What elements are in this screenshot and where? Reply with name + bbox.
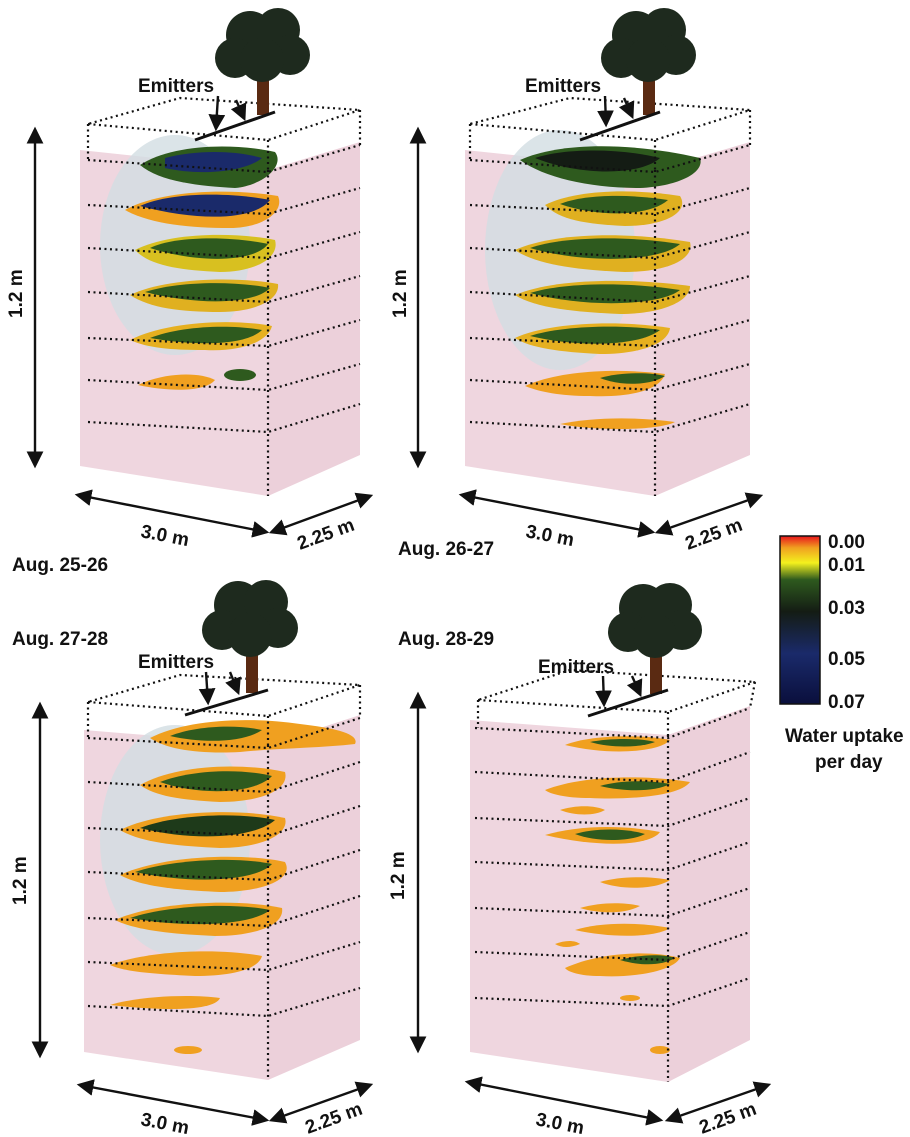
panel-aug-26-27: Emitters 1.2 m 3.0 m 2.25 m Aug. 26-27 — [390, 8, 764, 560]
tree-icon — [608, 583, 702, 694]
length-dimension-arrow — [74, 489, 270, 538]
length-dimension-arrow — [76, 1079, 270, 1126]
panel-date: Aug. 28-29 — [398, 629, 494, 650]
width-dimension-arrow — [654, 492, 764, 536]
emitters-label: Emitters — [138, 76, 214, 97]
soil-block-front — [470, 720, 668, 1082]
panel-aug-28-29: Emitters 1.2 m 3.0 m 2.25 m Aug. 28-29 — [388, 583, 772, 1137]
panel-date: Aug. 26-27 — [398, 539, 494, 560]
drip-line — [579, 110, 661, 142]
emitter-arrow — [618, 97, 635, 120]
tree-icon — [601, 8, 696, 115]
drip-line — [587, 688, 669, 718]
emitter-arrow — [225, 671, 241, 696]
panel-date: Aug. 25-26 — [12, 555, 108, 576]
emitter-arrow — [230, 99, 247, 122]
panel-date: Aug. 27-28 — [12, 629, 108, 650]
emitter-arrow — [626, 675, 643, 698]
legend-title: per day — [815, 752, 883, 773]
width-dimension-arrow — [268, 1081, 374, 1124]
panel-aug-25-26: Emitters 1.2 m 3.0 m 2.25 m Aug. 25-26 — [6, 8, 374, 576]
length-label: 3.0 m — [524, 521, 576, 551]
soil-block-side — [655, 142, 750, 496]
soil-block-side — [268, 715, 360, 1080]
legend-tick: 0.00 — [828, 532, 865, 553]
soil-block-side — [668, 706, 750, 1082]
panel-aug-27-28: Emitters 1.2 m 3.0 m 2.25 m Aug. 27-28 — [10, 580, 374, 1137]
legend-title: Water uptake — [785, 726, 904, 747]
height-label: 1.2 m — [390, 269, 411, 318]
legend-tick: 0.05 — [828, 649, 865, 670]
emitter-arrow — [595, 675, 612, 708]
emitter-arrow — [597, 95, 614, 128]
legend-tick: 0.01 — [828, 555, 865, 576]
emitter-arrow — [198, 671, 216, 706]
color-legend: 0.00 0.01 0.03 0.05 0.07 Water uptake pe… — [779, 532, 904, 773]
legend-tick: 0.07 — [828, 692, 865, 713]
length-dimension-arrow — [458, 489, 656, 538]
height-label: 1.2 m — [388, 851, 409, 900]
height-label: 1.2 m — [10, 856, 31, 905]
length-label: 3.0 m — [139, 1109, 191, 1137]
legend-tick: 0.03 — [828, 598, 865, 619]
emitters-label: Emitters — [538, 657, 614, 678]
tree-icon — [202, 580, 298, 693]
drip-line — [184, 688, 269, 717]
length-dimension-arrow — [464, 1076, 664, 1126]
uptake-layers — [110, 720, 356, 1054]
height-label: 1.2 m — [6, 269, 27, 318]
emitters-label: Emitters — [138, 652, 214, 673]
emitters-label: Emitters — [525, 76, 601, 97]
width-label: 2.25 m — [697, 1099, 760, 1137]
uptake-layers — [545, 736, 690, 1054]
layer-grid — [86, 96, 362, 496]
uptake-layers — [515, 146, 701, 430]
emitter-arrow — [208, 95, 226, 132]
legend-colorbar — [779, 535, 821, 705]
length-label: 3.0 m — [534, 1109, 586, 1137]
drip-line — [194, 110, 276, 142]
soil-block-side — [268, 142, 360, 496]
layer-grid — [474, 668, 757, 1082]
length-label: 3.0 m — [139, 521, 191, 551]
tree-icon — [215, 8, 310, 115]
layer-grid — [468, 96, 752, 496]
layer-grid — [86, 673, 362, 1080]
width-dimension-arrow — [664, 1081, 772, 1124]
width-dimension-arrow — [268, 492, 374, 536]
